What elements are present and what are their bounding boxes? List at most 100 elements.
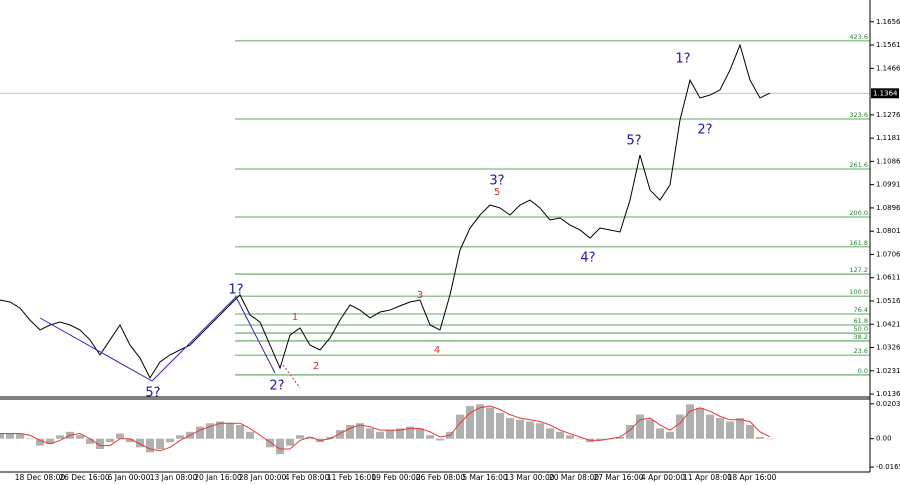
x-tick-label: 26 Feb 08:00	[416, 473, 465, 482]
osc-bar	[156, 438, 164, 450]
y-tick-label: 1.0896	[876, 204, 900, 212]
osc-bar	[106, 438, 114, 443]
wave-label: 3	[417, 290, 423, 301]
osc-bar	[376, 431, 384, 439]
y-tick-label: 1.1561	[876, 41, 900, 49]
x-tick-label: 18 Apr 16:00	[728, 473, 777, 482]
x-tick-label: 20 Jan 16:00	[194, 473, 242, 482]
y-tick-label: 1.0326	[876, 344, 900, 352]
y-tick-label: 1.1466	[876, 64, 900, 72]
osc-bar	[486, 407, 494, 439]
osc-bar	[46, 438, 54, 444]
osc-bar	[86, 438, 94, 444]
fib-group: 423.6323.6261.6200.0161.8127.2100.076.46…	[235, 33, 870, 376]
osc-bar	[646, 419, 654, 439]
osc-bar	[246, 431, 254, 439]
wave-label: 2	[313, 361, 319, 372]
osc-bar	[96, 438, 104, 450]
current-price-label: 1.1364	[873, 89, 898, 97]
y-tick-label: 1.0421	[876, 320, 900, 328]
x-tick-label: 6 Jan 00:00	[108, 473, 151, 482]
osc-bar	[126, 438, 134, 443]
fib-label: 100.0	[849, 288, 868, 296]
osc-bar	[556, 431, 564, 439]
osc-bar	[636, 414, 644, 439]
y-tick-label: 1.0611	[876, 274, 900, 282]
x-tick-label: 4 Apr 00:00	[641, 473, 685, 482]
y-tick-label: 1.1181	[876, 134, 900, 142]
osc-bar	[436, 438, 444, 441]
x-tick-label: 27 Mar 16:00	[593, 473, 643, 482]
y-tick-label: 1.0706	[876, 250, 900, 258]
wave-line	[39, 296, 276, 382]
osc-bar	[426, 435, 434, 439]
fib-label: 76.4	[854, 306, 868, 314]
osc-bar	[696, 407, 704, 439]
osc-bar	[716, 418, 724, 439]
osc-bar	[466, 406, 474, 439]
fib-label: 38.2	[854, 333, 868, 341]
osc-bar	[726, 421, 734, 439]
osc-bar	[166, 438, 174, 443]
osc-bar	[116, 433, 124, 439]
fib-label: 50.0	[854, 325, 868, 333]
osc-bar	[346, 424, 354, 439]
wave-label: 1?	[675, 52, 690, 67]
osc-bar	[656, 428, 664, 439]
osc-bar	[266, 438, 274, 448]
fib-label: 323.6	[849, 111, 868, 119]
fib-label: 161.8	[849, 239, 868, 247]
osc-bar	[596, 438, 604, 441]
x-tick-label: 13 Jan 08:00	[150, 473, 198, 482]
osc-bar	[516, 419, 524, 439]
osc-bar	[566, 435, 574, 439]
osc-y-tick-label: 0.00	[876, 435, 892, 443]
x-tick-label: 11 Apr 08:00	[683, 473, 732, 482]
osc-bar	[356, 423, 364, 439]
osc-bar	[416, 428, 424, 439]
wave-label: 5?	[145, 386, 160, 401]
y-tick-label: 1.1086	[876, 157, 900, 165]
y-tick-label: 1.1276	[876, 111, 900, 119]
osc-bar	[286, 438, 294, 446]
y-tick-label: 1.0516	[876, 297, 900, 305]
current-price-box	[871, 88, 899, 99]
osc-bar	[256, 438, 264, 440]
x-tick-label: 28 Jan 00:00	[239, 473, 287, 482]
osc-bar	[296, 435, 304, 439]
y-tick-label: 1.1656	[876, 18, 900, 26]
fib-label: 423.6	[849, 33, 868, 41]
osc-bar	[0, 433, 4, 439]
osc-bar	[396, 428, 404, 439]
osc-bar	[766, 438, 774, 440]
fib-label: 261.6	[849, 161, 868, 169]
osc-y-tick-label: 0.0203	[876, 400, 900, 408]
osc-bar	[276, 438, 284, 455]
wave-label: 5	[494, 187, 500, 198]
osc-bar	[56, 435, 64, 439]
y-tick-label: 1.0136	[876, 390, 900, 398]
wave-label: 4?	[580, 251, 595, 266]
osc-bar	[196, 426, 204, 439]
osc-bar	[146, 438, 154, 453]
y-tick-label: 1.0801	[876, 227, 900, 235]
x-tick-label: 18 Dec 08:00	[15, 473, 66, 482]
osc-bar	[16, 433, 24, 439]
x-tick-label: 19 Feb 00:00	[371, 473, 420, 482]
osc-bar	[576, 438, 584, 440]
oscillator-panel	[0, 404, 774, 455]
wave-label: 2?	[697, 123, 712, 138]
x-tick-label: 20 Mar 08:00	[549, 473, 599, 482]
osc-bar	[226, 423, 234, 439]
x-tick-label: 4 Feb 08:00	[285, 473, 330, 482]
fib-label: 200.0	[849, 209, 868, 217]
osc-bar	[686, 404, 694, 439]
osc-bar	[386, 430, 394, 439]
osc-bar	[536, 423, 544, 439]
osc-bar	[706, 414, 714, 439]
osc-y-tick-label: -0.0165	[876, 463, 900, 471]
osc-bar	[306, 436, 314, 439]
wave-label: 5?	[626, 134, 641, 149]
osc-signal-line	[0, 405, 771, 452]
